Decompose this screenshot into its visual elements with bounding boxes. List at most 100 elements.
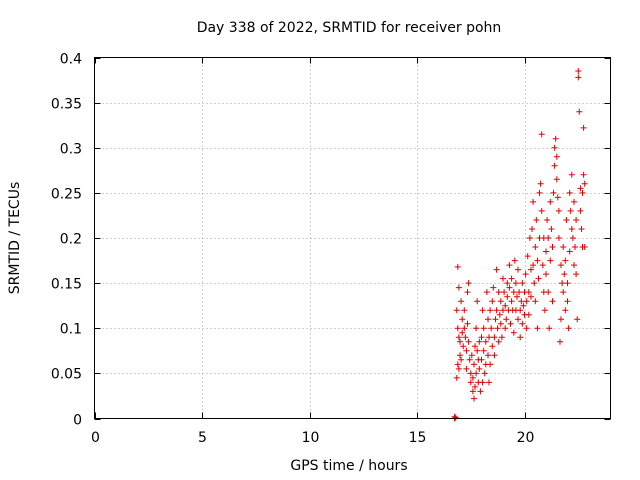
- data-point: [512, 280, 519, 287]
- data-point: [464, 320, 471, 327]
- data-point: [473, 370, 480, 377]
- data-point: [480, 325, 487, 332]
- data-point: [506, 262, 513, 269]
- data-point: [454, 325, 461, 332]
- data-point: [500, 275, 506, 282]
- data-point: [474, 298, 481, 305]
- data-point: [476, 365, 483, 372]
- data-point: [576, 108, 583, 115]
- y-tick-label: 0.05: [51, 367, 82, 383]
- data-point: [491, 334, 498, 341]
- data-point: [562, 307, 569, 314]
- x-tick-label: 5: [198, 430, 207, 446]
- data-point: [575, 74, 582, 81]
- data-point: [566, 189, 573, 196]
- data-point: [518, 298, 525, 305]
- data-point: [568, 171, 575, 178]
- data-point: [546, 325, 553, 332]
- data-point: [458, 356, 465, 363]
- data-point: [487, 361, 494, 368]
- data-point: [504, 293, 511, 300]
- data-point: [563, 217, 570, 223]
- data-point: [574, 316, 581, 323]
- data-point: [478, 334, 485, 341]
- x-tick-label: 15: [409, 430, 427, 446]
- data-point: [508, 275, 515, 282]
- data-point: [545, 235, 552, 241]
- data-point: [565, 325, 572, 332]
- data-point: [525, 289, 532, 296]
- data-point: [554, 194, 561, 201]
- data-point: [496, 311, 503, 318]
- data-point: [469, 388, 476, 395]
- data-point: [517, 307, 524, 314]
- data-point: [543, 271, 549, 278]
- x-tick-label: 0: [91, 430, 100, 446]
- data-point: [538, 207, 545, 214]
- data-point: [522, 271, 529, 278]
- data-point: [578, 226, 585, 232]
- data-point: [453, 307, 460, 314]
- data-point: [530, 198, 537, 205]
- data-point: [465, 338, 472, 345]
- y-tick-label: 0.2: [60, 232, 82, 248]
- data-point: [469, 374, 476, 381]
- data-point: [464, 289, 471, 296]
- data-point: [559, 280, 566, 287]
- data-point: [573, 217, 580, 223]
- data-point: [491, 352, 498, 359]
- data-point: [494, 325, 501, 332]
- data-point: [458, 298, 465, 305]
- data-point: [452, 414, 459, 421]
- data-point: [503, 316, 510, 323]
- data-point: [506, 284, 513, 291]
- data-point: [528, 266, 534, 273]
- data-point: [457, 338, 463, 345]
- data-point: [488, 325, 495, 332]
- y-tick-label: 0: [73, 413, 82, 429]
- data-point: [490, 284, 497, 291]
- data-point: [467, 379, 474, 386]
- data-point: [454, 361, 461, 368]
- y-tick-label: 0.35: [51, 97, 82, 113]
- data-point: [515, 266, 521, 273]
- data-point: [533, 217, 540, 223]
- y-tick-label: 0.4: [60, 52, 82, 68]
- data-point: [525, 311, 532, 318]
- data-point: [455, 365, 462, 372]
- data-point: [501, 289, 508, 296]
- data-point: [498, 334, 505, 341]
- data-point: [573, 271, 580, 278]
- data-point: [520, 302, 527, 309]
- data-point: [493, 266, 500, 273]
- data-point: [555, 207, 562, 214]
- data-point: [579, 189, 586, 196]
- data-point: [482, 338, 489, 345]
- data-point: [478, 356, 485, 363]
- data-point: [575, 68, 582, 74]
- data-point: [541, 307, 548, 314]
- data-point: [564, 298, 571, 305]
- data-point: [524, 253, 531, 260]
- data-point: [486, 334, 492, 341]
- data-point: [486, 379, 492, 386]
- data-point: [581, 180, 588, 187]
- data-point: [468, 352, 475, 359]
- data-point: [562, 257, 569, 264]
- data-points: [451, 68, 588, 422]
- data-point: [550, 189, 557, 196]
- data-point: [471, 361, 477, 368]
- data-point: [461, 307, 468, 314]
- data-point: [477, 388, 484, 395]
- data-point: [507, 320, 514, 327]
- data-point: [580, 171, 587, 178]
- data-point: [493, 307, 500, 314]
- data-point: [543, 248, 549, 255]
- data-point: [502, 325, 509, 332]
- data-point: [459, 316, 466, 323]
- data-point: [460, 343, 467, 350]
- y-tick-label: 0.3: [60, 142, 82, 158]
- data-point: [523, 325, 530, 332]
- data-point: [504, 280, 511, 287]
- data-point: [534, 325, 541, 332]
